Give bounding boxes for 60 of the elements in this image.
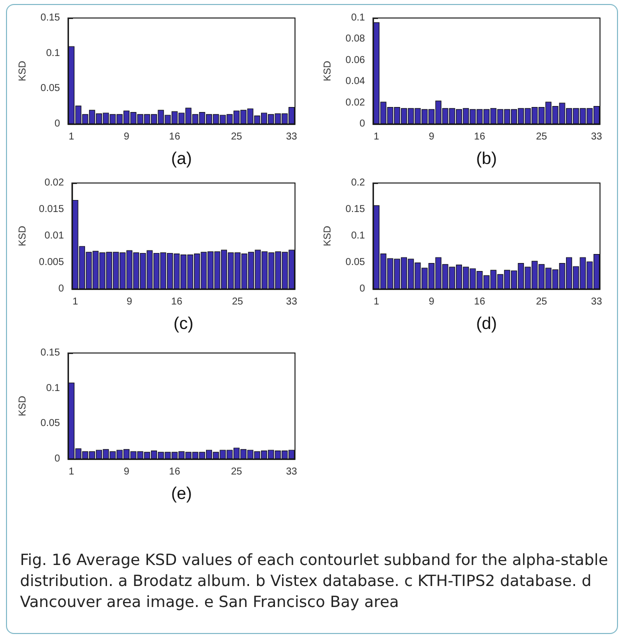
- y-tick-label: 0.2: [351, 178, 366, 188]
- y-tick-label: 0: [58, 284, 64, 294]
- y-axis-title: KSD: [18, 396, 28, 416]
- y-axis-title: KSD: [18, 60, 28, 82]
- y-tick-label: 0: [54, 118, 60, 130]
- x-tick-label: 9: [126, 296, 133, 308]
- x-tick-label: 33: [591, 296, 603, 308]
- y-tick-label: 0.1: [46, 48, 60, 59]
- x-tick-label: 1: [374, 296, 380, 308]
- x-tick-label: 1: [374, 132, 380, 142]
- y-axis-title: KSD: [18, 226, 28, 246]
- y-tick-label: 0: [359, 118, 366, 130]
- x-tick-label: 1: [72, 296, 79, 308]
- x-tick-label: 16: [474, 296, 486, 308]
- y-tick-label: 0.05: [346, 257, 366, 268]
- y-tick-label: 0.15: [40, 12, 60, 24]
- x-tick-label: 25: [536, 132, 548, 142]
- x-tick-label: 9: [428, 296, 435, 308]
- y-tick-label: 0: [359, 284, 366, 294]
- y-tick-label: 0.015: [38, 204, 64, 215]
- y-tick-label: 0.02: [44, 178, 64, 188]
- x-tick-label: 1: [68, 466, 75, 478]
- y-tick-label: 0.005: [38, 257, 64, 268]
- x-tick-label: 25: [536, 296, 548, 308]
- x-axis-title: (e): [171, 484, 192, 503]
- y-tick-label: 0.05: [40, 83, 60, 94]
- x-axis-title: (a): [171, 149, 192, 168]
- y-tick-label: 0: [54, 454, 60, 464]
- caption: Fig. 16 Average KSD values of each contourlet subband for the alpha-stable distribution. a Brodatz album. b Vistex database. c KTH-TIPS2 database. d Vancouver area image. e San Francisco Bay area: [20, 550, 609, 613]
- x-axis-title: (b): [476, 149, 497, 168]
- x-tick-label: 25: [230, 466, 243, 478]
- y-tick-label: 0.08: [346, 34, 366, 45]
- x-tick-label: 16: [474, 132, 486, 142]
- x-tick-label: 16: [169, 132, 181, 142]
- x-axis-title: (c): [174, 314, 194, 333]
- x-tick-label: 25: [232, 296, 244, 308]
- x-tick-label: 33: [286, 466, 298, 478]
- x-tick-label: 16: [171, 296, 183, 308]
- y-tick-label: 0.1: [351, 12, 366, 24]
- y-tick-label: 0.1: [46, 382, 60, 394]
- x-axis-title: (d): [476, 314, 497, 333]
- y-tick-label: 0.06: [346, 54, 366, 66]
- y-tick-label: 0.01: [44, 230, 64, 242]
- x-tick-label: 9: [428, 132, 435, 142]
- x-tick-label: 9: [124, 466, 130, 478]
- y-tick-label: 0.05: [40, 418, 60, 430]
- x-tick-label: 9: [124, 132, 130, 142]
- x-tick-label: 33: [591, 132, 603, 142]
- x-tick-label: 25: [230, 132, 243, 142]
- y-tick-label: 0.15: [346, 204, 366, 215]
- y-axis-title: KSD: [322, 226, 334, 246]
- x-tick-label: 33: [286, 132, 298, 142]
- y-tick-label: 0.1: [351, 230, 366, 242]
- x-tick-label: 16: [169, 466, 181, 478]
- y-axis-title: KSD: [322, 60, 334, 82]
- y-tick-label: 0.04: [346, 76, 366, 88]
- x-tick-label: 1: [68, 132, 75, 142]
- y-tick-label: 0.15: [40, 348, 60, 358]
- y-tick-label: 0.02: [346, 97, 366, 108]
- x-tick-label: 33: [286, 296, 298, 308]
